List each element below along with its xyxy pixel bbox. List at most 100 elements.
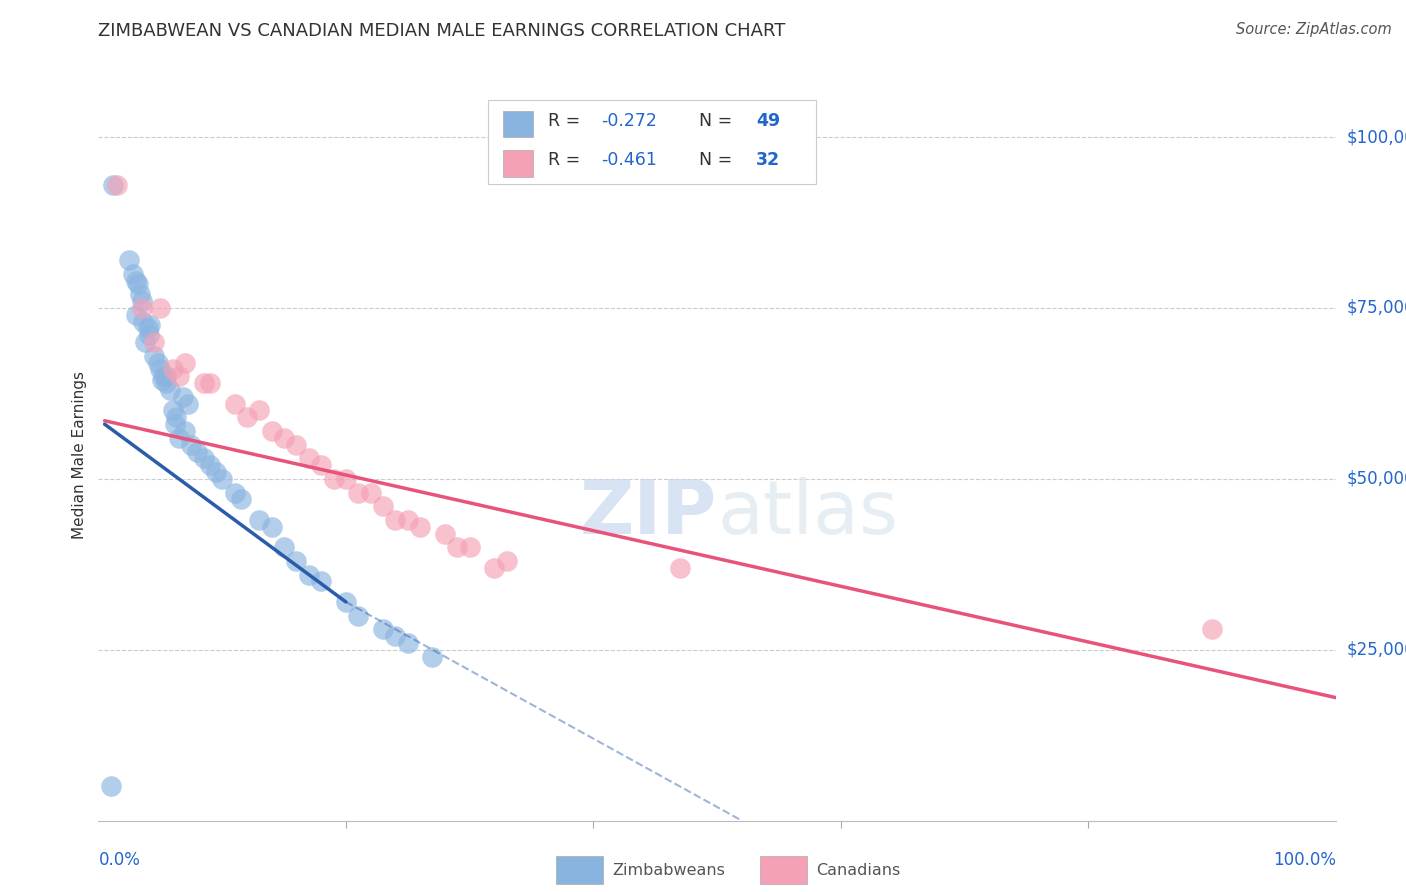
Text: atlas: atlas [717, 477, 898, 550]
Point [132, 315, 155, 329]
Text: $25,000: $25,000 [1347, 640, 1406, 659]
Point [143, 349, 166, 363]
Point [165, 410, 187, 425]
Point [103, 178, 125, 192]
Point [124, 274, 146, 288]
Point [298, 451, 321, 466]
Point [174, 424, 197, 438]
Point [211, 472, 233, 486]
Point [193, 376, 215, 391]
Point [105, 178, 128, 192]
Point [384, 629, 406, 643]
Text: $50,000: $50,000 [1347, 470, 1406, 488]
Point [124, 308, 146, 322]
Point [146, 356, 169, 370]
Text: Zimbabweans: Zimbabweans [612, 863, 724, 878]
Point [396, 636, 419, 650]
Point [149, 362, 172, 376]
Point [198, 376, 221, 391]
Point [136, 321, 159, 335]
Point [138, 328, 160, 343]
Point [260, 519, 283, 533]
Point [167, 369, 190, 384]
Point [129, 287, 152, 301]
Point [422, 649, 444, 664]
Point [273, 431, 295, 445]
Point [198, 458, 221, 472]
Point [165, 417, 187, 432]
Point [309, 574, 332, 589]
Point [371, 622, 394, 636]
Point [384, 513, 406, 527]
Text: $75,000: $75,000 [1347, 299, 1406, 317]
Point [150, 373, 173, 387]
Point [236, 410, 259, 425]
Text: 49: 49 [756, 112, 780, 129]
Point [172, 390, 194, 404]
Text: 100.0%: 100.0% [1272, 851, 1336, 869]
FancyBboxPatch shape [503, 111, 533, 137]
Point [155, 369, 177, 384]
Point [176, 397, 198, 411]
Point [180, 438, 202, 452]
Text: R =: R = [548, 112, 586, 129]
Point [122, 267, 145, 281]
Point [186, 444, 208, 458]
FancyBboxPatch shape [488, 100, 815, 185]
Point [131, 301, 153, 315]
Point [309, 458, 332, 472]
Text: R =: R = [548, 151, 586, 169]
Text: $100,000: $100,000 [1347, 128, 1406, 146]
Point [433, 526, 456, 541]
Point [1201, 622, 1223, 636]
Point [167, 431, 190, 445]
Point [162, 362, 184, 376]
Point [495, 554, 517, 568]
Point [396, 513, 419, 527]
Text: ZIMBABWEAN VS CANADIAN MEDIAN MALE EARNINGS CORRELATION CHART: ZIMBABWEAN VS CANADIAN MEDIAN MALE EARNI… [98, 22, 786, 40]
Point [446, 540, 468, 554]
Text: -0.272: -0.272 [602, 112, 657, 129]
Point [360, 485, 382, 500]
Point [458, 540, 481, 554]
Point [139, 318, 162, 332]
Point [371, 499, 394, 513]
Point [159, 383, 181, 397]
Text: -0.461: -0.461 [602, 151, 657, 169]
Point [224, 397, 246, 411]
Point [229, 492, 252, 507]
Point [285, 554, 308, 568]
Point [335, 595, 357, 609]
Point [273, 540, 295, 554]
Point [347, 485, 370, 500]
Point [143, 335, 166, 350]
Point [100, 780, 122, 794]
Text: N =: N = [688, 112, 738, 129]
Y-axis label: Median Male Earnings: Median Male Earnings [72, 371, 87, 539]
Point [669, 560, 692, 574]
Point [155, 376, 177, 391]
FancyBboxPatch shape [557, 856, 603, 884]
Point [193, 451, 215, 466]
Point [152, 369, 174, 384]
Point [149, 301, 172, 315]
Point [162, 403, 184, 417]
Text: Source: ZipAtlas.com: Source: ZipAtlas.com [1236, 22, 1392, 37]
Point [347, 608, 370, 623]
Text: 32: 32 [756, 151, 780, 169]
Point [484, 560, 506, 574]
FancyBboxPatch shape [503, 150, 533, 177]
Point [335, 472, 357, 486]
Text: Canadians: Canadians [815, 863, 900, 878]
Text: ZIP: ZIP [579, 477, 717, 550]
Point [127, 277, 149, 291]
Point [247, 403, 270, 417]
Point [205, 465, 228, 479]
Point [118, 253, 141, 268]
Point [260, 424, 283, 438]
Point [224, 485, 246, 500]
Point [134, 335, 156, 350]
Point [174, 356, 197, 370]
Point [285, 438, 308, 452]
FancyBboxPatch shape [761, 856, 807, 884]
